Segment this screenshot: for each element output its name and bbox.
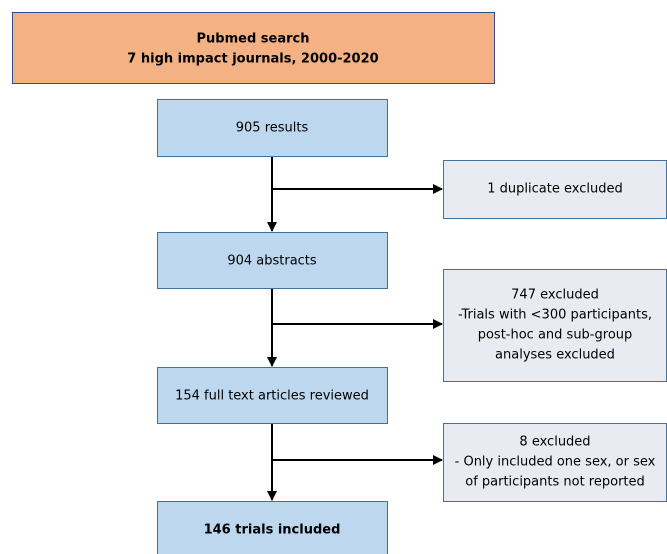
node-text: of participants not reported: [465, 475, 645, 490]
exclusion-box: [443, 160, 667, 219]
node-text: analyses excluded: [495, 348, 615, 363]
node-text: post-hoc and sub-group: [478, 328, 633, 343]
search-box: [12, 12, 495, 84]
node-text: 747 excluded: [511, 288, 599, 303]
abstracts-box: [157, 232, 388, 289]
included-box: [157, 501, 388, 554]
node-text: 7 high impact journals, 2000-2020: [127, 52, 378, 67]
node-text: 1 duplicate excluded: [487, 182, 622, 197]
results-box: [157, 99, 388, 157]
node-text: 8 excluded: [519, 435, 590, 450]
node-text: 154 full text articles reviewed: [175, 389, 369, 404]
node-text: 905 results: [236, 121, 309, 136]
node-text: Pubmed search: [197, 32, 310, 47]
exclusion-box: [443, 269, 667, 382]
node-text: 146 trials included: [204, 523, 341, 538]
node-text: -Trials with <300 participants,: [458, 308, 652, 323]
node-text: 904 abstracts: [227, 254, 317, 269]
exclusion-box: [443, 423, 667, 502]
fulltext-box: [157, 367, 388, 424]
node-text: - Only included one sex, or sex: [455, 455, 656, 470]
